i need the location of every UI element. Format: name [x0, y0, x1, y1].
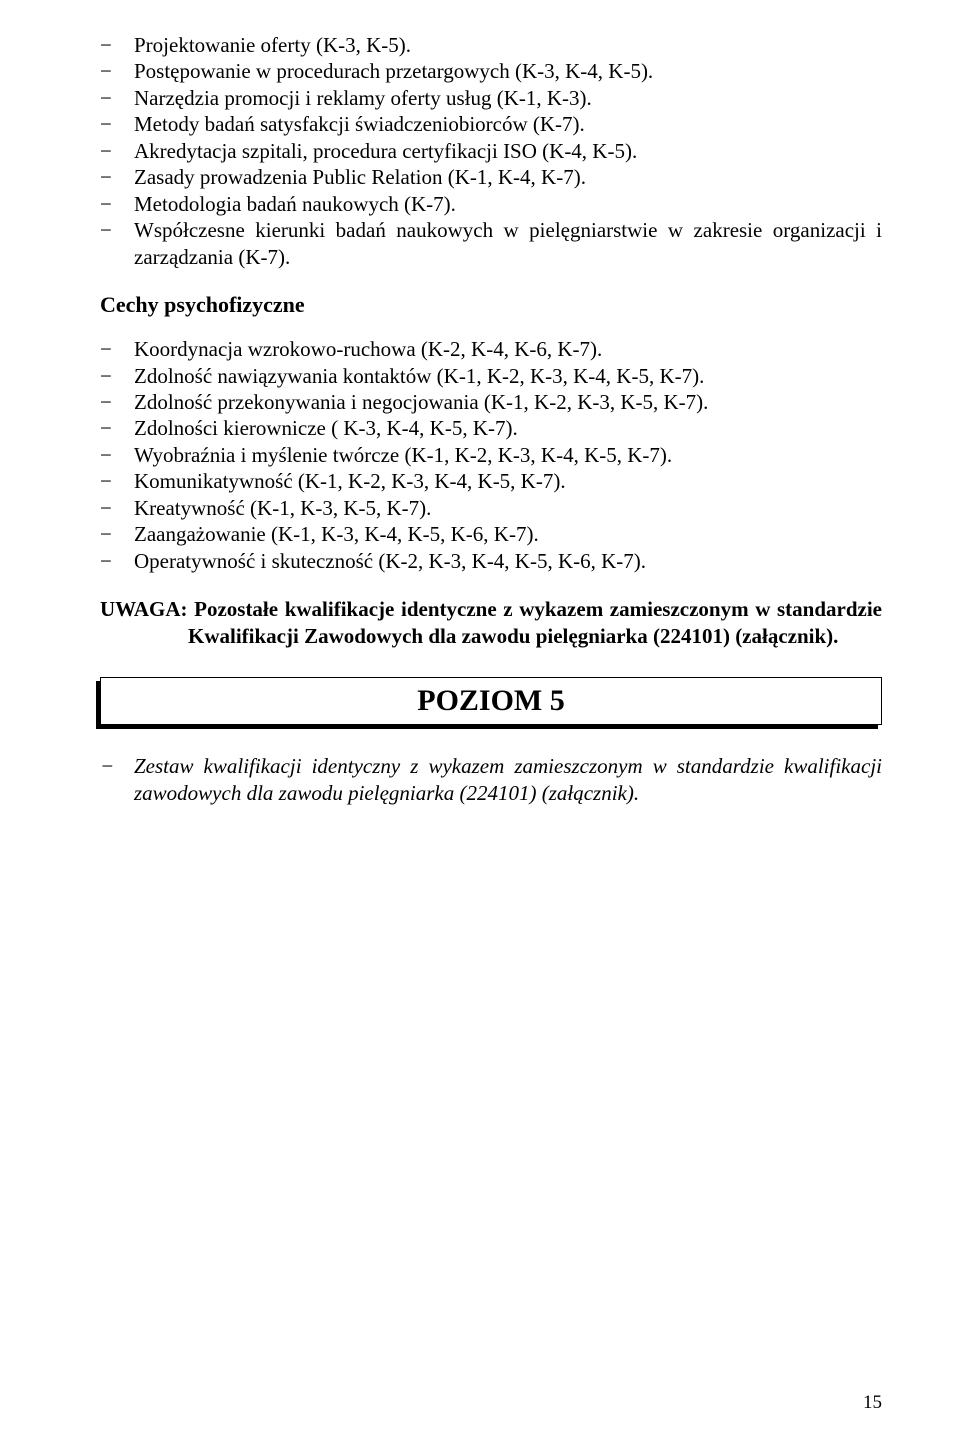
- list-item: Akredytacja szpitali, procedura certyfik…: [100, 138, 882, 164]
- list-item: Zdolność przekonywania i negocjowania (K…: [100, 389, 882, 415]
- uwaga-note: UWAGA: Pozostałe kwalifikacje identyczne…: [100, 596, 882, 649]
- bullet-list-psychofizyczne: Koordynacja wzrokowo-ruchowa (K-2, K-4, …: [100, 336, 882, 574]
- list-item: Zdolność nawiązywania kontaktów (K-1, K-…: [100, 363, 882, 389]
- list-item: Komunikatywność (K-1, K-2, K-3, K-4, K-5…: [100, 468, 882, 494]
- bullet-list-poziom5: Zestaw kwalifikacji identyczny z wykazem…: [100, 753, 882, 806]
- bullet-list-top: Projektowanie oferty (K-3, K-5). Postępo…: [100, 32, 882, 270]
- list-item: Kreatywność (K-1, K-3, K-5, K-7).: [100, 495, 882, 521]
- page: Projektowanie oferty (K-3, K-5). Postępo…: [0, 0, 960, 1450]
- list-item: Postępowanie w procedurach przetargowych…: [100, 58, 882, 84]
- list-item: Współczesne kierunki badań naukowych w p…: [100, 217, 882, 270]
- list-item: Projektowanie oferty (K-3, K-5).: [100, 32, 882, 58]
- page-number: 15: [863, 1392, 882, 1414]
- poziom-box: POZIOM 5: [100, 677, 882, 725]
- list-item: Metody badań satysfakcji świadczeniobior…: [100, 111, 882, 137]
- list-item: Operatywność i skuteczność (K-2, K-3, K-…: [100, 548, 882, 574]
- section-heading-psychofizyczne: Cechy psychofizyczne: [100, 292, 882, 318]
- list-item: Koordynacja wzrokowo-ruchowa (K-2, K-4, …: [100, 336, 882, 362]
- list-item: Zasady prowadzenia Public Relation (K-1,…: [100, 164, 882, 190]
- list-item: Metodologia badań naukowych (K-7).: [100, 191, 882, 217]
- list-item: Narzędzia promocji i reklamy oferty usłu…: [100, 85, 882, 111]
- list-item: Zdolności kierownicze ( K-3, K-4, K-5, K…: [100, 415, 882, 441]
- poziom-title: POZIOM 5: [417, 684, 565, 717]
- list-item: Zaangażowanie (K-1, K-3, K-4, K-5, K-6, …: [100, 521, 882, 547]
- list-item: Wyobraźnia i myślenie twórcze (K-1, K-2,…: [100, 442, 882, 468]
- list-item: Zestaw kwalifikacji identyczny z wykazem…: [100, 753, 882, 806]
